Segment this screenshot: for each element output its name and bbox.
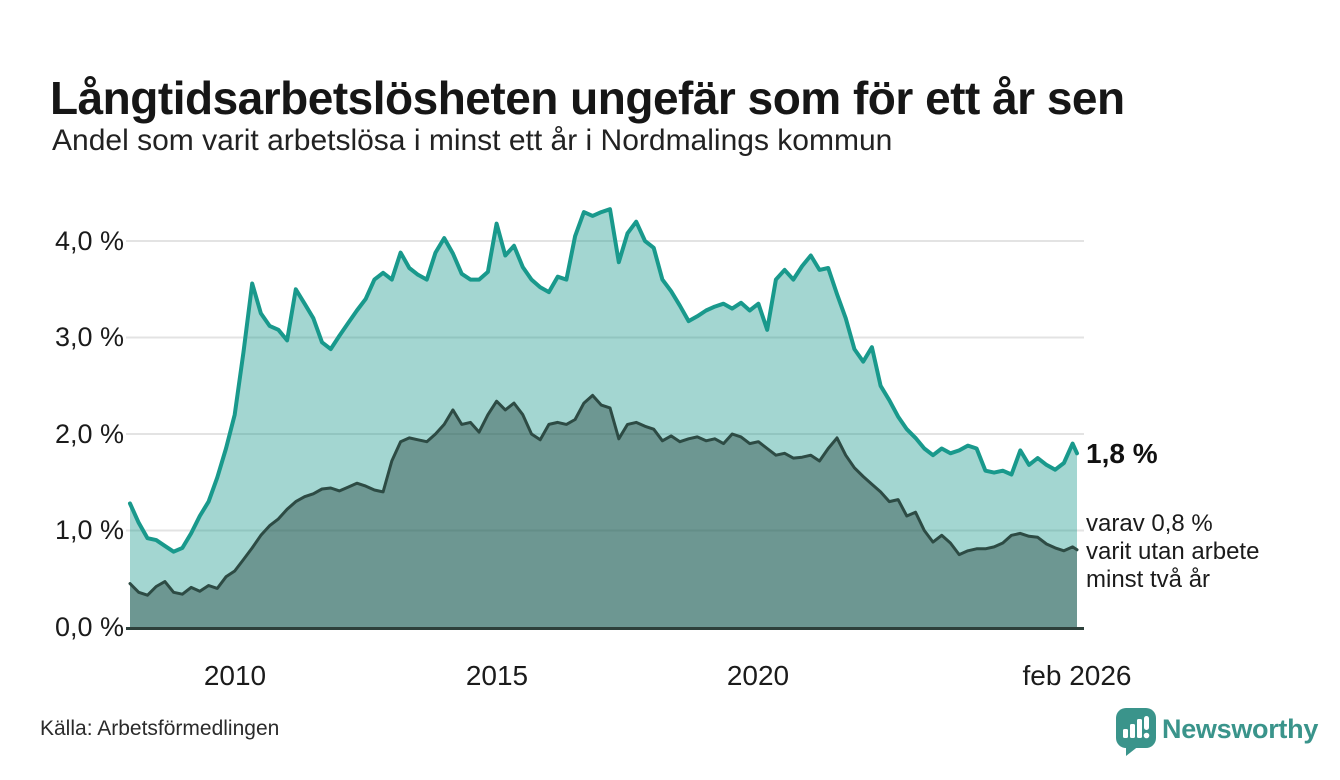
page-subtitle: Andel som varit arbetslösa i minst ett å… (52, 124, 893, 157)
x-axis-label-2020: 2020 (726, 660, 790, 691)
y-axis-label-2: 2,0 % (54, 419, 124, 449)
end-sub-line-3: minst två år (1086, 566, 1211, 593)
y-axis-label-1: 1,0 % (54, 515, 124, 545)
x-axis-label-2010: 2010 (203, 660, 267, 691)
y-axis-label-0: 0,0 % (54, 612, 124, 642)
page-title: Långtidsarbetslösheten ungefär som för e… (50, 71, 1125, 124)
end-sub-label: varav 0,8 % varit utan arbete minst två … (1086, 510, 1326, 594)
y-axis-label-3: 3,0 % (54, 322, 124, 352)
newsworthy-logo: Newsworthy (1114, 706, 1334, 758)
x-axis-label-feb-2026: feb 2026 (1022, 660, 1132, 691)
end-value-label: 1,8 % (1086, 438, 1158, 469)
x-axis-label-2015: 2015 (465, 660, 529, 691)
newsworthy-logo-icon (1116, 708, 1156, 756)
y-axis-label-4: 4,0 % (54, 226, 124, 256)
end-sub-line-1: varav 0,8 % (1086, 510, 1213, 537)
source-note: Källa: Arbetsförmedlingen (40, 717, 280, 740)
end-sub-line-2: varit utan arbete (1086, 538, 1260, 565)
newsworthy-logo-text: Newsworthy (1162, 714, 1319, 744)
